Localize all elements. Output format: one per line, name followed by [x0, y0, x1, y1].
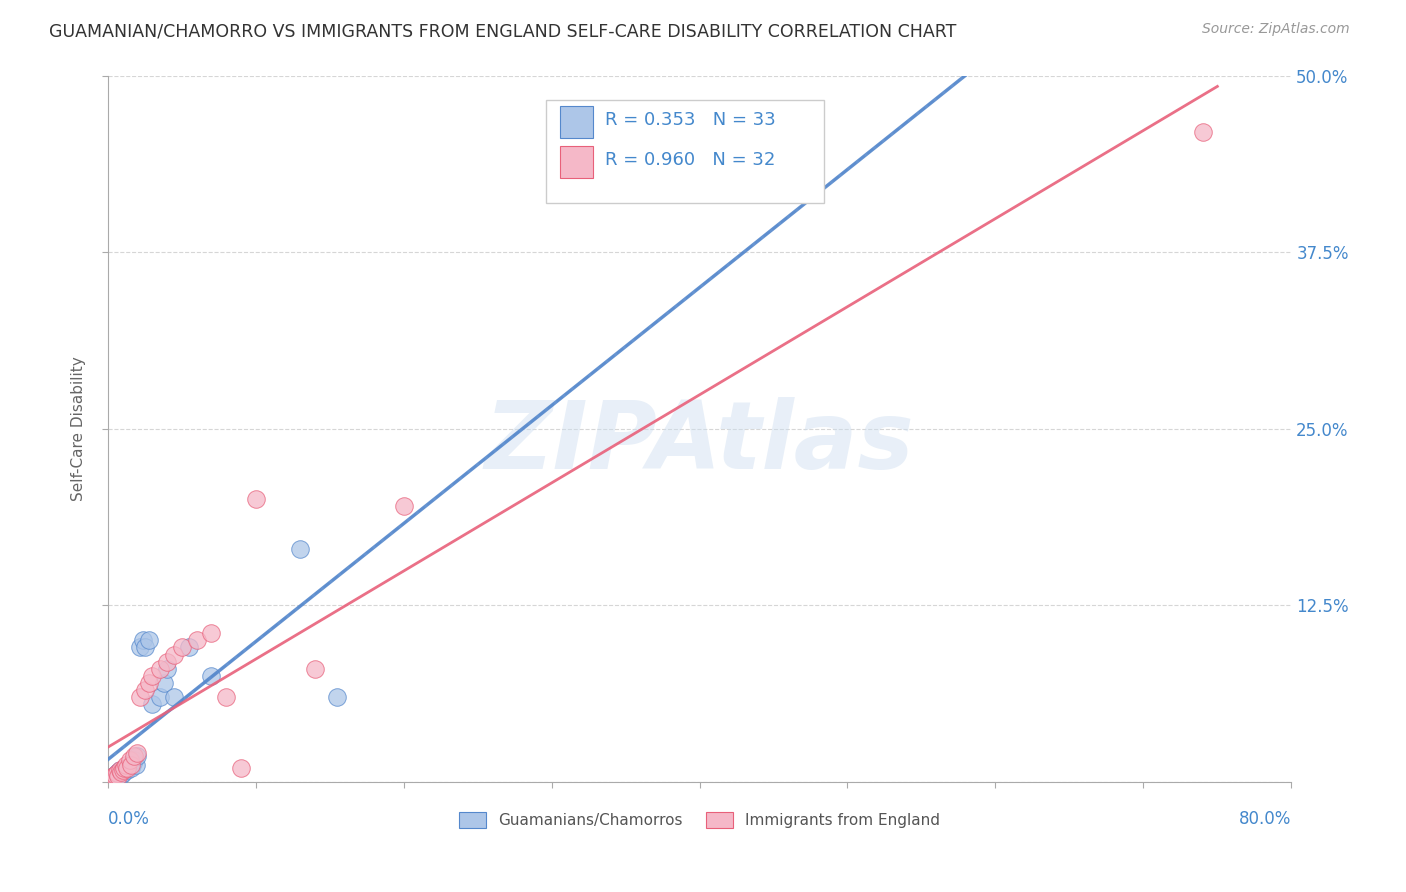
Point	[200, 669, 222, 683]
FancyBboxPatch shape	[560, 106, 593, 137]
Point	[179, 640, 201, 655]
Text: Source: ZipAtlas.com: Source: ZipAtlas.com	[1202, 22, 1350, 37]
Point	[104, 767, 127, 781]
Point	[114, 757, 136, 772]
Point	[148, 690, 170, 704]
Text: R = 0.960   N = 32: R = 0.960 N = 32	[605, 152, 775, 169]
Point	[118, 754, 141, 768]
Text: R = 0.353   N = 33: R = 0.353 N = 33	[605, 112, 776, 129]
Point	[141, 669, 163, 683]
Point	[326, 690, 349, 704]
Point	[132, 633, 155, 648]
Point	[138, 633, 160, 648]
Point	[120, 760, 142, 774]
Point	[245, 492, 267, 507]
Text: 0.0%: 0.0%	[108, 810, 149, 828]
Point	[107, 769, 129, 783]
Point	[107, 764, 129, 779]
Point	[101, 771, 124, 785]
Point	[124, 749, 146, 764]
Point	[103, 769, 125, 783]
Point	[111, 764, 134, 778]
Point	[112, 762, 135, 776]
Point	[148, 662, 170, 676]
Point	[115, 760, 138, 774]
Point	[108, 764, 131, 778]
Point	[141, 697, 163, 711]
Point	[1191, 125, 1213, 139]
Point	[111, 766, 134, 780]
Point	[163, 690, 186, 704]
Point	[105, 766, 128, 780]
Point	[107, 769, 129, 783]
Point	[100, 772, 122, 786]
Point	[138, 675, 160, 690]
Point	[124, 754, 146, 768]
Point	[103, 769, 125, 783]
Point	[125, 757, 148, 772]
Point	[129, 690, 152, 704]
Point	[186, 633, 208, 648]
Point	[110, 764, 132, 779]
Point	[153, 675, 176, 690]
Point	[112, 760, 135, 774]
Text: GUAMANIAN/CHAMORRO VS IMMIGRANTS FROM ENGLAND SELF-CARE DISABILITY CORRELATION C: GUAMANIAN/CHAMORRO VS IMMIGRANTS FROM EN…	[49, 22, 956, 40]
Point	[392, 500, 415, 514]
Point	[108, 764, 131, 778]
Point	[200, 626, 222, 640]
Point	[134, 640, 156, 655]
Point	[104, 767, 127, 781]
Point	[163, 648, 186, 662]
Point	[288, 541, 311, 556]
Point	[304, 662, 326, 676]
Point	[129, 640, 152, 655]
Point	[110, 767, 132, 781]
Text: ZIPAtlas: ZIPAtlas	[485, 397, 914, 489]
Text: 80.0%: 80.0%	[1239, 810, 1291, 828]
Point	[215, 690, 238, 704]
Point	[120, 757, 142, 772]
Point	[101, 771, 124, 785]
Legend: Guamanians/Chamorros, Immigrants from England: Guamanians/Chamorros, Immigrants from En…	[453, 805, 946, 834]
Point	[122, 756, 145, 771]
Point	[100, 772, 122, 786]
Y-axis label: Self-Care Disability: Self-Care Disability	[72, 356, 86, 501]
Point	[127, 749, 149, 764]
Point	[115, 764, 138, 778]
Point	[170, 640, 193, 655]
Point	[118, 757, 141, 772]
Point	[229, 760, 252, 774]
Point	[104, 771, 127, 785]
Point	[156, 662, 179, 676]
FancyBboxPatch shape	[560, 146, 593, 178]
Point	[156, 655, 179, 669]
Point	[114, 760, 136, 774]
Point	[134, 682, 156, 697]
Point	[105, 766, 128, 780]
FancyBboxPatch shape	[546, 100, 824, 202]
Point	[127, 747, 149, 761]
